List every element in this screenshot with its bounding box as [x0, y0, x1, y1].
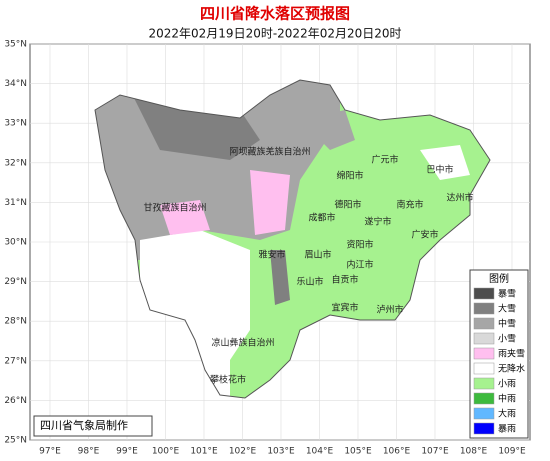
place-label: 乐山市: [296, 276, 323, 288]
legend-swatch: [473, 362, 495, 375]
lon-label: 108°E: [460, 447, 488, 457]
legend-label: 大雪: [498, 303, 516, 315]
legend-swatch: [473, 317, 495, 330]
place-label: 攀枝花市: [210, 374, 246, 386]
province-border: [94, 79, 491, 399]
lon-label: 100°E: [152, 447, 180, 457]
lon-label: 105°E: [344, 447, 372, 457]
place-label: 内江市: [346, 259, 373, 271]
lat-label: 26°N: [4, 396, 27, 406]
place-label: 广元市: [371, 154, 398, 166]
legend-label: 无降水: [498, 363, 525, 375]
lat-label: 33°N: [4, 119, 27, 129]
legend-label: 小雨: [498, 379, 516, 390]
lat-label: 35°N: [4, 40, 27, 50]
lon-label: 97°E: [39, 447, 61, 457]
place-label: 南充市: [396, 199, 423, 211]
lon-label: 104°E: [306, 447, 334, 457]
lon-label: 98°E: [78, 447, 100, 457]
lat-label: 27°N: [4, 356, 27, 366]
lat-label: 32°N: [4, 158, 27, 168]
lat-label: 34°N: [4, 79, 27, 89]
snow-area: [270, 250, 290, 305]
lon-label: 102°E: [229, 447, 257, 457]
title: 四川省降水落区预报图: [200, 5, 350, 23]
legend-swatch: [473, 302, 495, 315]
place-label: 眉山市: [304, 249, 331, 261]
place-label: 绵阳市: [336, 170, 363, 182]
lon-label: 109°E: [498, 447, 526, 457]
legend-swatch: [473, 347, 495, 360]
place-label: 成都市: [308, 212, 335, 224]
place-label: 资阳市: [346, 239, 373, 251]
legend-label: 暴雪: [498, 289, 516, 300]
legend-swatch: [473, 407, 495, 420]
legend-label: 大雨: [498, 408, 516, 420]
no-rain-area: [420, 145, 470, 180]
legend-swatch: [473, 377, 495, 390]
province: [95, 80, 490, 398]
lon-label: 103°E: [267, 447, 295, 457]
place-label: 自贡市: [331, 274, 358, 286]
legend-swatch: [473, 422, 495, 435]
legend-swatch: [473, 332, 495, 345]
heavy-snow-area: [130, 90, 260, 160]
place-label: 凉山彝族自治州: [211, 337, 274, 349]
credit: 四川省气象局制作: [40, 418, 128, 432]
lon-label: 99°E: [116, 447, 138, 457]
lat-label: 28°N: [4, 317, 27, 327]
legend-label: 中雪: [498, 318, 516, 330]
legend-title: 图例: [489, 272, 509, 285]
place-label: 宜宾市: [331, 302, 358, 314]
place-label: 甘孜藏族自治州: [143, 202, 206, 214]
place-label: 广安市: [411, 229, 438, 241]
sleet-area: [250, 170, 290, 235]
credit-box: [33, 415, 153, 437]
lat-label: 30°N: [4, 238, 27, 248]
place-label: 德阳市: [334, 199, 361, 211]
legend-swatch: [473, 392, 495, 405]
subtitle: 2022年02月19日20时-2022年02月20日20时: [148, 27, 401, 41]
place-label: 雅安市: [258, 249, 285, 261]
legend-label: 暴雨: [498, 424, 516, 435]
place-label: 巴中市: [426, 164, 453, 176]
place-label: 遂宁市: [364, 216, 391, 228]
lat-label: 31°N: [4, 198, 27, 208]
place-label: 阿坝藏族羌族自治州: [229, 146, 310, 158]
lon-label: 101°E: [190, 447, 218, 457]
legend-label: 小雪: [498, 334, 516, 345]
legend-label: 雨夹雪: [498, 348, 525, 360]
legend-swatch: [473, 287, 495, 300]
place-label: 达州市: [446, 192, 473, 204]
place-label: 泸州市: [376, 304, 403, 316]
legend-label: 中雨: [498, 393, 516, 405]
snow-area: [300, 110, 355, 150]
lat-label: 25°N: [4, 436, 27, 446]
lon-label: 107°E: [421, 447, 449, 457]
lon-label: 106°E: [383, 447, 411, 457]
sleet-area: [160, 200, 210, 235]
lat-label: 29°N: [4, 277, 27, 287]
